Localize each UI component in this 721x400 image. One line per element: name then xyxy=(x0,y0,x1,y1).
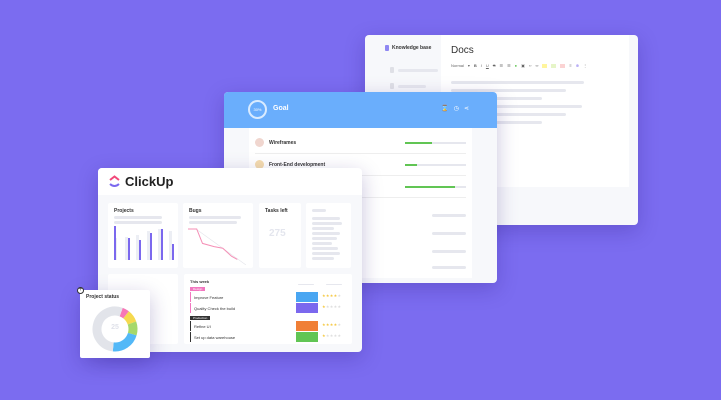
sidebar-item[interactable] xyxy=(398,85,426,88)
task-name: Improve Feature xyxy=(194,294,224,300)
progress-bar xyxy=(405,185,466,188)
avatar xyxy=(255,138,264,147)
projects-widget[interactable]: Projects xyxy=(108,203,178,268)
link-icon[interactable]: ∞ xyxy=(535,63,539,68)
highlight-yellow[interactable] xyxy=(542,63,548,68)
widget-title: This week xyxy=(190,279,210,284)
code-icon[interactable]: ‹› xyxy=(528,63,532,68)
bugs-widget[interactable]: Bugs xyxy=(183,203,253,268)
progress-bar xyxy=(405,163,466,166)
project-bar xyxy=(172,243,174,260)
rating-stars[interactable]: ★★★★★ xyxy=(322,293,342,298)
text-widget xyxy=(306,203,351,268)
bugs-trend-line xyxy=(195,228,246,265)
status-cell xyxy=(296,321,318,331)
project-status-donut xyxy=(92,306,138,352)
widget-title: Tasks left xyxy=(265,208,288,214)
donut-slice xyxy=(119,307,129,319)
project-bar-bg xyxy=(125,236,128,260)
task-name: Refine UI xyxy=(194,323,211,329)
status-cell xyxy=(296,332,318,342)
rating-stars[interactable]: ★★★★★ xyxy=(322,333,342,338)
widget-title: Project status xyxy=(86,294,120,300)
checklist-icon[interactable]: ☰ xyxy=(507,63,511,68)
task-row[interactable]: Quality Check the build xyxy=(190,303,235,313)
project-bar-bg xyxy=(158,229,161,260)
status-cell xyxy=(296,303,318,313)
list-icon[interactable]: ☰ xyxy=(499,63,504,68)
widget-title: Bugs xyxy=(189,208,202,214)
project-bar xyxy=(139,240,141,260)
check-icon[interactable]: ● xyxy=(514,63,518,68)
goal-header: 30% Goal ⌛ ◷ ⋖ xyxy=(224,92,497,128)
project-bar-bg xyxy=(147,231,150,260)
align-icon[interactable]: ≡ xyxy=(569,63,572,68)
progress-bar xyxy=(405,141,466,144)
project-bar-bg xyxy=(169,231,172,260)
donut-slice xyxy=(112,332,137,352)
task-name: Quality Check the build xyxy=(194,305,236,311)
project-status-value: 25 xyxy=(111,324,119,331)
tasks-left-widget[interactable]: Tasks left 275 xyxy=(259,203,301,268)
project-bar xyxy=(114,225,116,260)
image-icon[interactable]: ▣ xyxy=(521,63,525,68)
donut-slice xyxy=(127,321,138,336)
task-row[interactable]: Improve Feature xyxy=(190,292,223,302)
docs-sidebar: Knowledge base xyxy=(375,35,441,225)
goal-title: Goal xyxy=(273,105,289,112)
project-status-card[interactable]: + Project status 25 xyxy=(77,287,150,358)
project-bar xyxy=(150,233,152,260)
target-name: Front-End development xyxy=(269,161,326,168)
clickup-logo: ClickUp xyxy=(108,174,173,189)
rating-stars[interactable]: ★★★★★ xyxy=(322,322,342,327)
sidebar-item[interactable] xyxy=(398,69,438,72)
target-name: Wireframes xyxy=(269,139,297,146)
strike-button[interactable]: S xyxy=(492,63,496,68)
group-tag: Design xyxy=(190,287,206,291)
this-week-widget[interactable]: This week Design Improve Feature ★★★★★ Q… xyxy=(184,274,352,344)
sidebar-title: Knowledge base xyxy=(392,45,432,51)
project-bar xyxy=(128,238,130,260)
avatar xyxy=(255,160,264,169)
donut-slice xyxy=(92,306,123,352)
doc-icon xyxy=(390,83,394,89)
hourglass-icon[interactable]: ⌛ xyxy=(441,106,449,112)
doc-icon xyxy=(390,67,394,73)
widget-title: Projects xyxy=(114,208,134,214)
highlight-green[interactable] xyxy=(551,63,557,68)
tasks-left-value: 275 xyxy=(269,228,286,239)
doc-title: Docs xyxy=(451,45,474,56)
more-icon[interactable]: ⋮ xyxy=(583,63,588,68)
clock-icon[interactable]: ◷ xyxy=(453,106,459,112)
project-bar xyxy=(161,229,163,260)
add-icon[interactable]: + xyxy=(77,287,84,294)
sidebar-item-knowledge-base[interactable]: Knowledge base xyxy=(385,45,431,51)
highlight-red[interactable] xyxy=(560,63,566,68)
task-name: Set up data warehouse xyxy=(194,334,236,340)
task-row[interactable]: Refine UI xyxy=(190,321,211,331)
style-select[interactable]: Normal xyxy=(451,63,464,68)
doc-icon xyxy=(385,45,389,51)
bugs-line xyxy=(188,228,238,260)
target-row[interactable]: Wireframes xyxy=(255,132,466,154)
status-cell xyxy=(296,292,318,302)
bold-button[interactable]: B xyxy=(473,63,477,68)
group-tag: Production xyxy=(190,316,211,320)
editor-toolbar: Normal ▾ B I U S ☰ ☰ ● ▣ ‹› ∞ ≡ ⊕ ⋮ xyxy=(451,63,587,68)
share-icon[interactable]: ⋖ xyxy=(463,106,469,112)
goal-progress-ring: 30% xyxy=(248,100,267,119)
project-bar-bg xyxy=(136,234,139,260)
task-row[interactable]: Set up data warehouse xyxy=(190,332,235,342)
clickup-logo-icon xyxy=(109,175,120,187)
donut-slice xyxy=(123,311,137,325)
add-icon[interactable]: ⊕ xyxy=(575,63,580,68)
brand-name: ClickUp xyxy=(125,174,174,189)
chevron-down-icon[interactable]: ▾ xyxy=(467,63,470,68)
underline-button[interactable]: U xyxy=(485,63,489,68)
goal-progress-label: 30% xyxy=(253,107,262,112)
bugs-line-chart xyxy=(188,228,246,265)
rating-stars[interactable]: ★★★★★ xyxy=(322,304,342,309)
italic-button[interactable]: I xyxy=(480,63,482,68)
